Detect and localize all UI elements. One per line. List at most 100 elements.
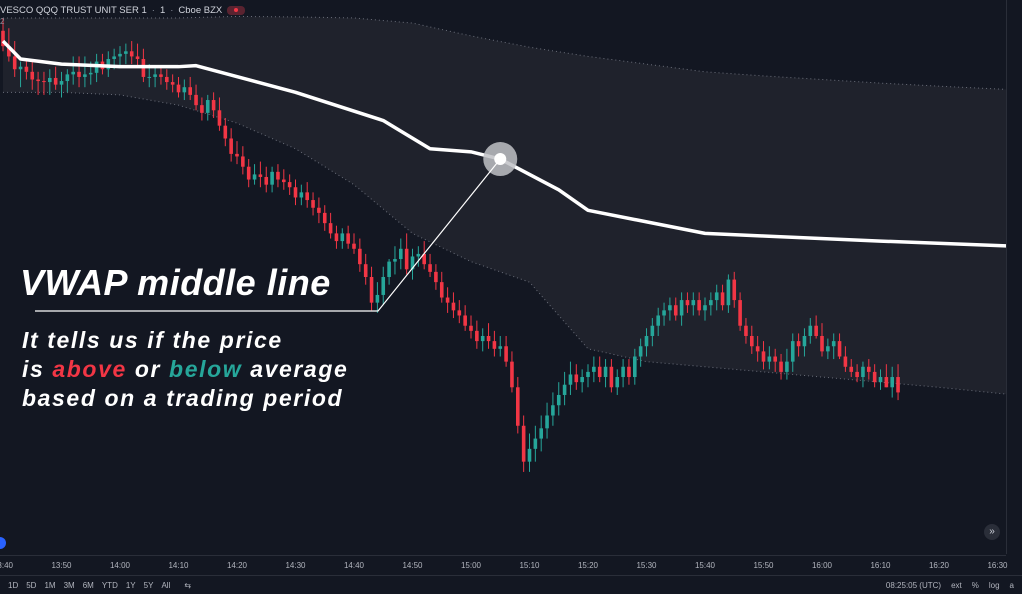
candle-body	[872, 371, 877, 383]
date-range-icon[interactable]: ⇆	[184, 580, 192, 590]
candle-body	[451, 302, 456, 311]
percent-toggle[interactable]: %	[971, 580, 979, 590]
candle-body	[200, 105, 204, 113]
candle-body	[276, 171, 280, 180]
candle-body	[644, 335, 649, 347]
range-button[interactable]: 1D	[8, 580, 19, 590]
log-toggle[interactable]: log	[988, 580, 1000, 590]
candle-body	[358, 248, 362, 265]
indicator-tag[interactable]: 2	[0, 17, 5, 26]
candle-body	[580, 377, 584, 383]
scroll-to-realtime-icon[interactable]: »	[984, 524, 1000, 540]
x-tick-label: 16:30	[987, 561, 1008, 570]
range-button[interactable]: 3M	[63, 580, 75, 590]
bottom-toolbar: 1D 5D 1M 3M 6M YTD 1Y 5Y All ⇆ 08:25:05 (UTC) ex…	[0, 575, 1022, 594]
candle-body	[311, 200, 315, 208]
candle-body	[159, 74, 163, 77]
candle-body	[808, 325, 813, 336]
candle-body	[867, 366, 871, 372]
candle-body	[211, 100, 216, 111]
candle-body	[147, 76, 152, 78]
range-button[interactable]: 1M	[44, 580, 56, 590]
candle-body	[88, 72, 93, 75]
range-button[interactable]: YTD	[101, 580, 118, 590]
candle-body	[170, 82, 175, 85]
candle-body	[820, 335, 824, 352]
x-tick-label: 15:40	[694, 561, 716, 570]
x-tick-label: 14:20	[226, 561, 248, 570]
candle-body	[241, 156, 245, 167]
candle-body	[194, 94, 198, 106]
candle-body	[709, 300, 713, 306]
time-axis[interactable]: 13:40 13:50 14:00 14:10 14:20 14:30 14:40 14:50…	[0, 555, 1008, 576]
candle-body	[264, 176, 269, 185]
price-chart[interactable]	[0, 0, 1006, 554]
ext-toggle[interactable]: ext	[951, 580, 962, 590]
candle-body	[562, 384, 567, 395]
range-button[interactable]: All	[161, 580, 171, 590]
candle-body	[755, 346, 760, 352]
drawing-tool-icon[interactable]	[0, 537, 6, 549]
candle-body	[399, 248, 403, 260]
candle-body	[849, 366, 854, 372]
candle-body	[527, 448, 532, 462]
x-tick-label: 13:50	[51, 561, 72, 570]
range-button[interactable]: 5D	[26, 580, 37, 590]
candle-body	[328, 223, 333, 234]
candle-body	[498, 346, 503, 349]
interval-label[interactable]: 1	[159, 4, 166, 16]
candle-body	[685, 300, 690, 306]
candle-body	[340, 233, 345, 242]
separator: ·	[170, 4, 174, 16]
candle-body	[65, 74, 70, 82]
candle-body	[592, 366, 596, 372]
candle-body	[53, 77, 58, 85]
market-status-icon[interactable]	[227, 5, 246, 15]
candle-body	[726, 279, 731, 306]
candle-body	[7, 46, 11, 57]
candle-body	[129, 51, 134, 57]
candle-body	[18, 66, 23, 70]
range-button[interactable]: 5Y	[143, 580, 154, 590]
candle-body	[217, 110, 222, 126]
candle-body	[252, 174, 257, 180]
vwap-line	[1, 39, 1006, 248]
candle-body	[638, 346, 643, 357]
candle-body	[48, 77, 52, 83]
candle-body	[77, 71, 81, 77]
candle-body	[182, 87, 187, 93]
candle-body	[545, 415, 549, 429]
candle-body	[586, 371, 590, 378]
candle-body	[826, 346, 830, 352]
separator: ·	[151, 4, 155, 16]
candle-body	[457, 310, 462, 316]
candle-body	[492, 341, 497, 349]
above-word: above	[52, 356, 127, 382]
candle-body	[843, 356, 848, 367]
candle-body	[83, 74, 87, 77]
candle-body	[393, 259, 397, 262]
range-button[interactable]: 6M	[82, 580, 94, 590]
candle-body	[469, 325, 473, 331]
x-tick-label: 15:10	[519, 561, 540, 570]
candle-body	[246, 166, 251, 180]
candle-body	[615, 377, 620, 388]
candle-body	[30, 71, 35, 80]
candle-body	[317, 207, 321, 213]
auto-toggle[interactable]: a	[1009, 580, 1014, 590]
range-buttons: 1D 5D 1M 3M 6M YTD 1Y 5Y All	[0, 581, 170, 590]
candle-body	[434, 271, 438, 283]
candle-body	[750, 335, 754, 347]
candle-body	[720, 292, 725, 306]
symbol-label[interactable]: VESCO QQQ TRUST UNIT SER 1	[0, 4, 147, 16]
range-button[interactable]: 1Y	[125, 580, 136, 590]
x-tick-label: 13:40	[0, 561, 14, 570]
candle-body	[223, 125, 228, 139]
candle-body	[773, 356, 777, 362]
candle-body	[428, 264, 432, 272]
clock-label[interactable]: 08:25:05 (UTC)	[885, 580, 942, 590]
symbol-header: VESCO QQQ TRUST UNIT SER 1 · 1 · Cboe BZ…	[0, 0, 246, 20]
candle-body	[896, 377, 900, 393]
x-tick-label: 14:30	[285, 561, 306, 570]
price-axis[interactable]	[1006, 0, 1022, 554]
